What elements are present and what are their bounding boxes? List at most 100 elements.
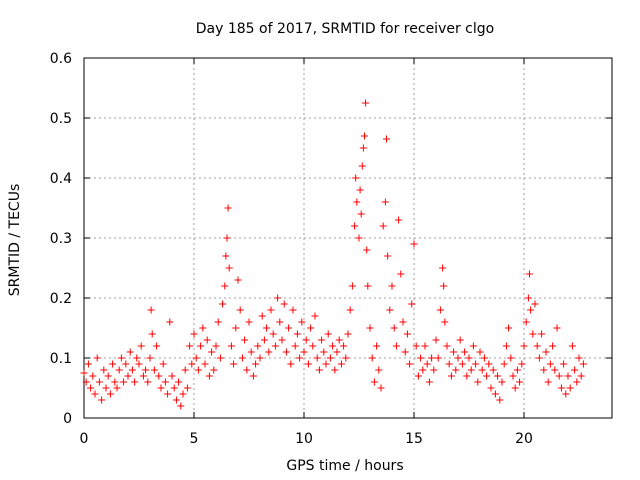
data-point <box>366 324 374 332</box>
data-point <box>568 342 576 350</box>
y-tick-label: 0.5 <box>50 111 72 127</box>
data-point <box>214 318 222 326</box>
data-point <box>111 378 119 386</box>
data-point <box>368 354 376 362</box>
data-point <box>458 360 466 368</box>
x-tick-label: 15 <box>405 431 423 447</box>
data-point <box>150 366 158 374</box>
data-point <box>362 99 370 107</box>
data-point <box>542 348 550 356</box>
data-point <box>274 294 282 302</box>
data-point <box>524 294 532 302</box>
data-point <box>478 366 486 374</box>
data-point <box>137 342 145 350</box>
data-point <box>146 354 154 362</box>
y-tick-label: 0 <box>63 411 72 427</box>
data-point <box>467 366 475 374</box>
data-point <box>579 360 587 368</box>
data-point <box>245 318 253 326</box>
x-tick-label: 10 <box>295 431 313 447</box>
data-point <box>522 318 530 326</box>
data-point <box>117 354 125 362</box>
data-point <box>555 372 563 380</box>
data-point <box>432 336 440 344</box>
data-point <box>502 342 510 350</box>
data-point <box>544 378 552 386</box>
data-point <box>100 366 108 374</box>
data-point <box>183 384 191 392</box>
data-point <box>346 306 354 314</box>
data-point <box>472 360 480 368</box>
data-point <box>373 342 381 350</box>
data-point <box>529 330 537 338</box>
data-point <box>553 324 561 332</box>
data-point <box>381 198 389 206</box>
data-point <box>82 378 90 386</box>
data-point <box>480 354 488 362</box>
data-point <box>265 348 273 356</box>
data-point <box>106 390 114 398</box>
data-point <box>80 369 88 377</box>
y-tick-label: 0.3 <box>50 231 72 247</box>
data-point <box>280 300 288 308</box>
data-point <box>494 372 502 380</box>
data-point <box>113 384 121 392</box>
data-point <box>304 360 312 368</box>
data-point <box>375 366 383 374</box>
data-point <box>410 240 418 248</box>
tick-labels: 0 0.1 0.2 0.3 0.4 0.5 0.6 0 5 10 15 20 <box>50 51 533 447</box>
data-point <box>383 135 390 143</box>
data-point <box>302 336 310 344</box>
data-point <box>260 336 268 344</box>
data-point <box>91 390 99 398</box>
data-point <box>351 222 359 230</box>
data-point <box>487 384 495 392</box>
data-point <box>194 366 202 374</box>
data-point <box>390 324 398 332</box>
data-point <box>408 300 416 308</box>
data-point <box>222 252 230 260</box>
data-point <box>423 360 431 368</box>
data-point <box>95 378 103 386</box>
data-point <box>364 282 372 290</box>
data-point <box>247 348 255 356</box>
data-point <box>533 342 541 350</box>
data-point <box>102 384 110 392</box>
chart-title: Day 185 of 2017, SRMTID for receiver clg… <box>196 21 494 37</box>
data-point <box>527 306 535 314</box>
data-point <box>540 366 548 374</box>
data-point <box>208 348 216 356</box>
y-tick-label: 0.6 <box>50 51 72 67</box>
data-point <box>564 372 572 380</box>
data-point <box>483 372 491 380</box>
data-point <box>401 348 409 356</box>
data-point <box>230 360 238 368</box>
data-point <box>181 366 189 374</box>
data-point <box>535 354 543 362</box>
data-point <box>309 342 317 350</box>
data-point <box>357 210 365 218</box>
data-point <box>221 282 229 290</box>
data-point <box>285 324 293 332</box>
data-point <box>505 324 513 332</box>
data-point <box>485 360 493 368</box>
data-point <box>170 384 178 392</box>
data-point <box>359 144 367 152</box>
data-point <box>179 390 187 398</box>
data-point <box>566 384 574 392</box>
data-point <box>392 342 400 350</box>
data-point <box>329 342 337 350</box>
data-point <box>135 360 143 368</box>
x-tick-label: 20 <box>515 431 533 447</box>
data-point <box>465 354 473 362</box>
data-point <box>263 324 271 332</box>
data-point <box>256 354 264 362</box>
data-point <box>89 372 97 380</box>
data-point <box>441 318 449 326</box>
data-point <box>450 348 458 356</box>
data-point <box>120 378 128 386</box>
data-point <box>575 354 583 362</box>
data-point <box>496 396 504 404</box>
data-point <box>197 342 205 350</box>
data-point <box>571 366 579 374</box>
